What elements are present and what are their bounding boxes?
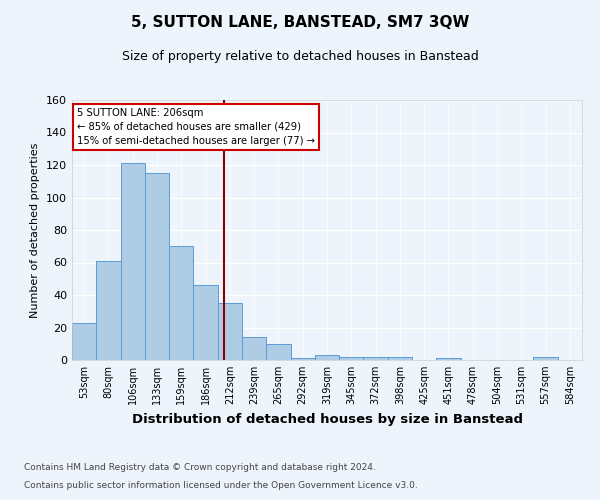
Bar	[96, 261, 121, 360]
Bar	[169, 246, 193, 360]
Bar	[339, 357, 364, 360]
Y-axis label: Number of detached properties: Number of detached properties	[31, 142, 40, 318]
Text: Size of property relative to detached houses in Banstead: Size of property relative to detached ho…	[122, 50, 478, 63]
Bar	[193, 285, 218, 360]
Bar	[436, 358, 461, 360]
Bar	[121, 164, 145, 360]
Bar	[364, 357, 388, 360]
Bar	[242, 337, 266, 360]
Bar	[533, 357, 558, 360]
Text: 5, SUTTON LANE, BANSTEAD, SM7 3QW: 5, SUTTON LANE, BANSTEAD, SM7 3QW	[131, 15, 469, 30]
Bar	[72, 322, 96, 360]
Bar	[315, 355, 339, 360]
Text: Contains HM Land Registry data © Crown copyright and database right 2024.: Contains HM Land Registry data © Crown c…	[24, 464, 376, 472]
Text: 5 SUTTON LANE: 206sqm
← 85% of detached houses are smaller (429)
15% of semi-det: 5 SUTTON LANE: 206sqm ← 85% of detached …	[77, 108, 315, 146]
Text: Contains public sector information licensed under the Open Government Licence v3: Contains public sector information licen…	[24, 481, 418, 490]
Bar	[218, 303, 242, 360]
Bar	[290, 358, 315, 360]
Bar	[266, 344, 290, 360]
X-axis label: Distribution of detached houses by size in Banstead: Distribution of detached houses by size …	[131, 412, 523, 426]
Bar	[145, 173, 169, 360]
Bar	[388, 357, 412, 360]
